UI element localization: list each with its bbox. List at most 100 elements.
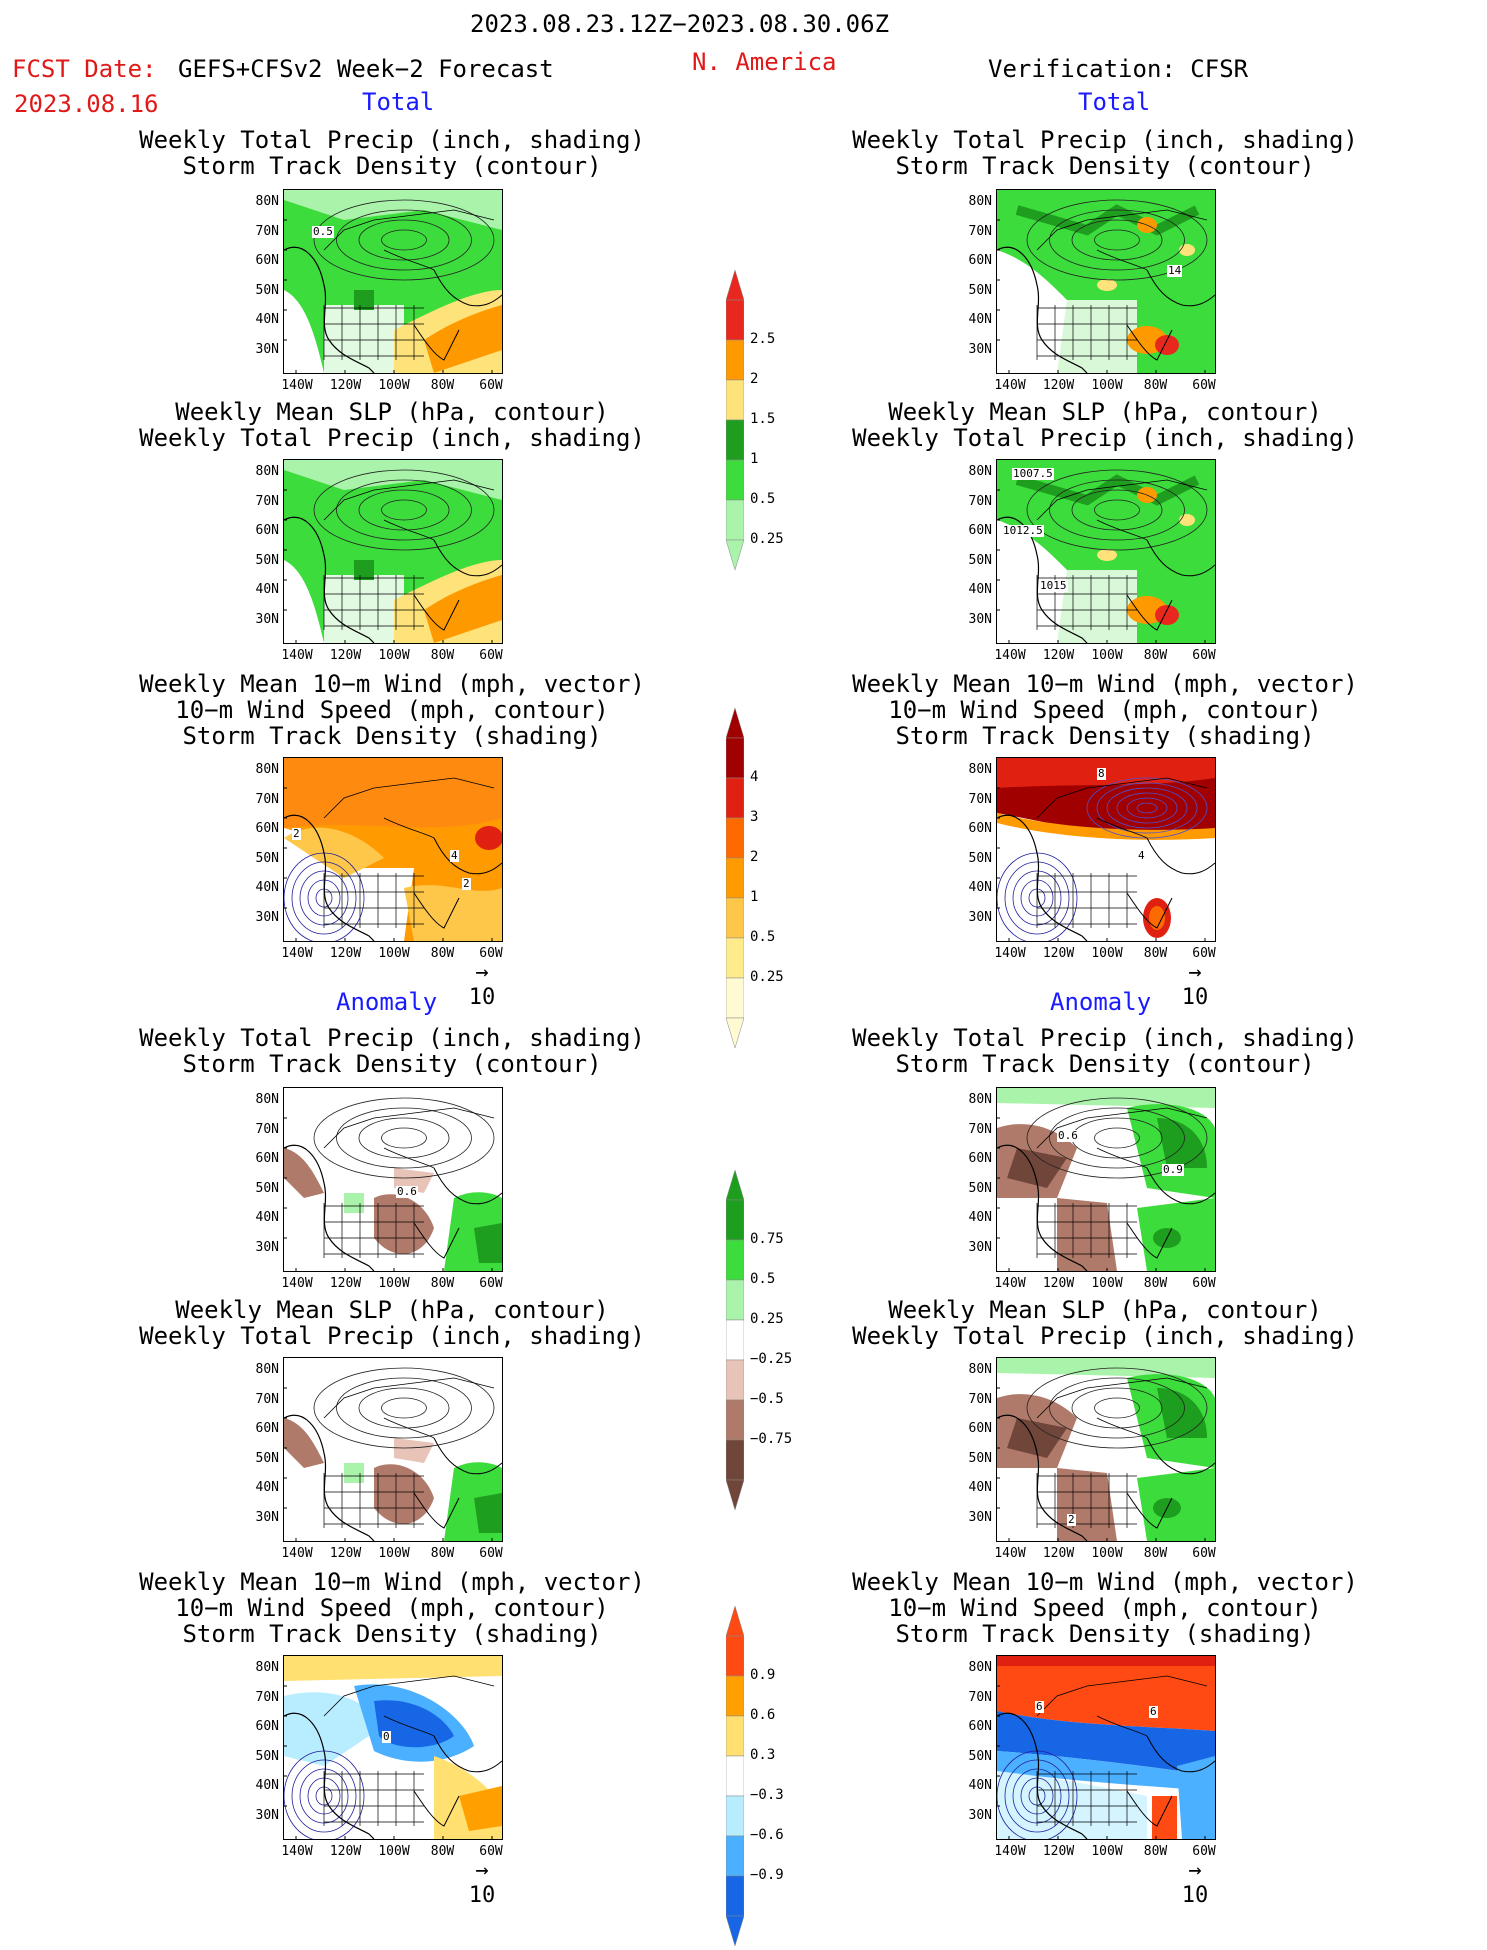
- section-anomaly-left: Anomaly: [336, 988, 438, 1016]
- colorbar-tick-label: 1: [750, 889, 759, 905]
- lat-label: 80N: [968, 1362, 992, 1377]
- panel-title-ver-slp: Weekly Mean SLP (hPa, contour) Weekly To…: [852, 398, 1358, 452]
- colorbar-tick-label: 1: [750, 451, 759, 467]
- lon-label: 120W: [1042, 1276, 1075, 1291]
- lon-label: 100W: [1091, 1276, 1123, 1291]
- lat-label: 70N: [255, 1121, 279, 1137]
- lat-label: 40N: [968, 1210, 992, 1225]
- section-total-right: Total: [1078, 88, 1151, 116]
- fcst-label: FCST Date:: [12, 55, 157, 83]
- lon-label: 100W: [378, 1546, 410, 1561]
- colorbar-tick-label: 0.3: [750, 1747, 776, 1763]
- lon-label: 100W: [378, 946, 410, 961]
- lat-label: 80N: [968, 464, 992, 479]
- lon-label: 80W: [1143, 1844, 1168, 1859]
- lon-label: 120W: [329, 648, 362, 663]
- lat-label: 80N: [255, 464, 279, 479]
- lat-label: 40N: [255, 1778, 279, 1793]
- contour-label: 2: [1067, 1513, 1076, 1526]
- lat-label: 60N: [968, 253, 992, 268]
- lon-label: 100W: [1091, 1844, 1123, 1859]
- lon-label: 100W: [1091, 378, 1123, 393]
- lon-label: 140W: [994, 648, 1026, 663]
- lat-label: 70N: [968, 1391, 992, 1407]
- lon-label: 140W: [994, 1276, 1026, 1291]
- lat-label: 40N: [968, 880, 992, 895]
- lat-label: 40N: [968, 312, 992, 327]
- contour-label: 1007.5: [1012, 467, 1054, 480]
- lon-label: 60W: [479, 648, 503, 663]
- verification-label: Verification: CFSR: [988, 55, 1249, 83]
- lat-label: 30N: [968, 909, 992, 925]
- lat-label: 40N: [255, 312, 279, 327]
- panel-title-fc-slp: Weekly Mean SLP (hPa, contour) Weekly To…: [139, 398, 645, 452]
- lat-label: 80N: [968, 1660, 992, 1675]
- section-anomaly-right: Anomaly: [1050, 988, 1152, 1016]
- lat-label: 40N: [968, 1778, 992, 1793]
- colorbar-tick-label: 0.75: [750, 1231, 784, 1247]
- lat-label: 30N: [968, 1509, 992, 1525]
- lon-label: 140W: [994, 378, 1026, 393]
- lat-label: 30N: [255, 1509, 279, 1525]
- contour-label: 0.9: [1162, 1163, 1184, 1176]
- lon-label: 60W: [1192, 1546, 1216, 1561]
- lat-label: 80N: [255, 1660, 279, 1675]
- lat-label: 40N: [255, 1210, 279, 1225]
- map-panel-ver-total-precip: 14: [996, 189, 1216, 374]
- lon-label: 120W: [1042, 946, 1075, 961]
- lat-label: 80N: [968, 194, 992, 209]
- lon-label: 120W: [1042, 648, 1075, 663]
- lon-label: 60W: [1192, 946, 1216, 961]
- lat-label: 60N: [255, 1151, 279, 1166]
- map-panel-fc-anom-wind: 0: [283, 1655, 503, 1840]
- lon-label: 100W: [1091, 946, 1123, 961]
- colorbar-track_anom: [725, 1605, 745, 1950]
- lat-label: 40N: [255, 582, 279, 597]
- lat-label: 60N: [968, 1151, 992, 1166]
- lon-label: 80W: [430, 648, 455, 663]
- lon-label: 80W: [430, 1844, 455, 1859]
- panel-title-fc-anom-wind: Weekly Mean 10−m Wind (mph, vector) 10−m…: [139, 1568, 645, 1648]
- lon-label: 80W: [1143, 378, 1168, 393]
- lon-label: 100W: [378, 1844, 410, 1859]
- colorbar-tick-label: 4: [750, 769, 759, 785]
- lon-label: 120W: [329, 378, 362, 393]
- colorbar-tick-label: 1.5: [750, 411, 776, 427]
- fcst-model: GEFS+CFSv2 Week−2 Forecast: [178, 55, 554, 83]
- section-total-left: Total: [362, 88, 435, 116]
- vector-ref-ver-total: → 10: [1181, 960, 1209, 1010]
- lat-label: 60N: [968, 523, 992, 538]
- lon-label: 120W: [329, 1276, 362, 1291]
- lon-label: 140W: [281, 1844, 313, 1859]
- lat-label: 30N: [255, 1807, 279, 1823]
- lat-label: 80N: [968, 762, 992, 777]
- colorbar-tick-label: 0.5: [750, 1271, 776, 1287]
- lon-label: 100W: [1091, 648, 1123, 663]
- colorbar-tick-label: −0.75: [750, 1431, 793, 1447]
- lat-label: 50N: [968, 850, 992, 866]
- colorbar-tick-label: −0.25: [750, 1351, 793, 1367]
- contour-label: 6: [1035, 1700, 1044, 1713]
- lat-label: 30N: [255, 1239, 279, 1255]
- lat-label: 50N: [968, 552, 992, 568]
- vector-ref-ver-anom: → 10: [1181, 1858, 1209, 1908]
- colorbar-tick-label: 0.25: [750, 531, 784, 547]
- map-panel-fc-anom-precip: 0.6: [283, 1087, 503, 1272]
- colorbar-tick-label: 0.5: [750, 491, 776, 507]
- lat-label: 70N: [255, 493, 279, 509]
- lat-label: 70N: [968, 493, 992, 509]
- lat-label: 30N: [255, 909, 279, 925]
- lon-label: 120W: [1042, 1844, 1075, 1859]
- lat-label: 80N: [255, 1362, 279, 1377]
- colorbar-track_total: [725, 707, 745, 1052]
- contour-label: 1012.5: [1002, 524, 1044, 537]
- colorbar-tick-label: −0.5: [750, 1391, 784, 1407]
- lon-label: 140W: [281, 1276, 313, 1291]
- lat-label: 50N: [255, 282, 279, 298]
- lon-label: 100W: [378, 1276, 410, 1291]
- lon-label: 80W: [1143, 946, 1168, 961]
- lon-label: 60W: [479, 1844, 503, 1859]
- lat-label: 50N: [255, 1180, 279, 1196]
- lat-label: 30N: [968, 341, 992, 357]
